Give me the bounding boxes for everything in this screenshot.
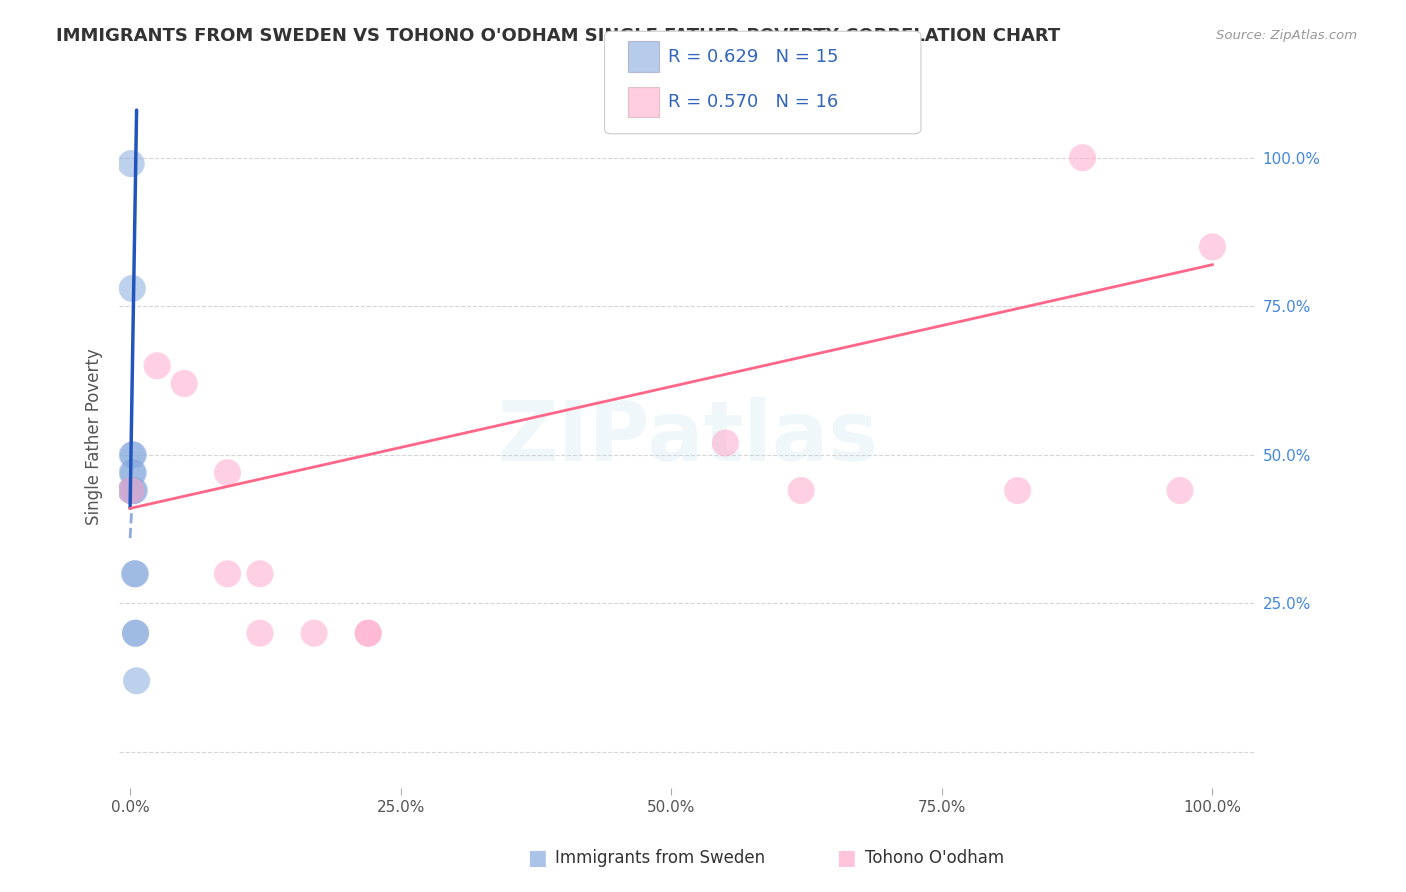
Point — [124, 483, 146, 498]
Text: Source: ZipAtlas.com: Source: ZipAtlas.com — [1216, 29, 1357, 42]
Point — [120, 483, 142, 498]
Text: R = 0.629   N = 15: R = 0.629 N = 15 — [668, 47, 838, 66]
Point — [124, 566, 146, 581]
Text: R = 0.570   N = 16: R = 0.570 N = 16 — [668, 93, 838, 111]
Text: IMMIGRANTS FROM SWEDEN VS TOHONO O'ODHAM SINGLE FATHER POVERTY CORRELATION CHART: IMMIGRANTS FROM SWEDEN VS TOHONO O'ODHAM… — [56, 27, 1060, 45]
Text: ■: ■ — [837, 848, 856, 868]
Point — [790, 483, 813, 498]
Text: Tohono O'odham: Tohono O'odham — [865, 849, 1004, 867]
Point — [122, 448, 145, 462]
Point — [122, 466, 145, 480]
Point — [173, 376, 195, 391]
Point — [1168, 483, 1191, 498]
Point — [217, 466, 239, 480]
Y-axis label: Single Father Poverty: Single Father Poverty — [86, 349, 103, 525]
Text: ZIPatlas: ZIPatlas — [496, 397, 877, 477]
Text: ■: ■ — [527, 848, 547, 868]
Point — [120, 156, 142, 170]
Point — [120, 483, 142, 498]
Point — [1201, 240, 1223, 254]
Point — [122, 483, 145, 498]
Point — [121, 466, 143, 480]
Point — [121, 281, 143, 295]
Point — [1007, 483, 1029, 498]
Point — [125, 673, 148, 688]
Point — [120, 483, 142, 498]
Point — [249, 566, 271, 581]
Text: Immigrants from Sweden: Immigrants from Sweden — [555, 849, 765, 867]
Point — [249, 626, 271, 640]
Point — [124, 566, 146, 581]
Point — [124, 626, 146, 640]
Point — [714, 436, 737, 450]
Point — [217, 566, 239, 581]
Point — [146, 359, 169, 373]
Point — [302, 626, 325, 640]
Point — [121, 448, 143, 462]
Point — [357, 626, 380, 640]
Point — [357, 626, 380, 640]
Point — [124, 626, 146, 640]
Point — [1071, 151, 1094, 165]
